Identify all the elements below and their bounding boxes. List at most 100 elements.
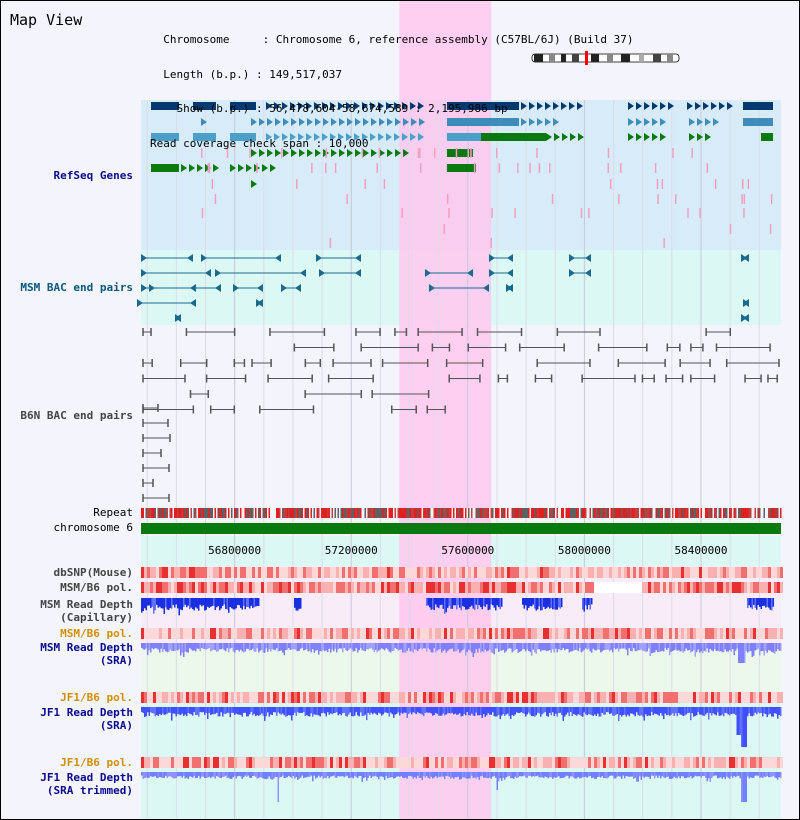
depth-bar	[208, 707, 210, 713]
heat-cell	[468, 628, 471, 639]
track-label-repeat[interactable]: Repeat	[93, 506, 133, 519]
heat-cell	[381, 582, 384, 593]
gene-arrow	[395, 118, 401, 126]
track-label-jf1-b6-pol[interactable]: JF1/B6 pol.	[60, 691, 133, 704]
depth-bar	[321, 772, 323, 777]
repeat-segment	[543, 508, 545, 518]
heat-cell	[669, 692, 672, 703]
depth-bar	[505, 643, 507, 652]
repeat-segment	[631, 508, 633, 518]
track-label-jf1-depth-trimmed-1[interactable]: JF1 Read Depth	[40, 771, 133, 784]
heat-cell	[651, 582, 654, 593]
repeat-segment	[714, 508, 716, 518]
track-label-jf1-depth-sra-1[interactable]: JF1 Read Depth	[40, 706, 133, 719]
heat-cell	[480, 757, 483, 768]
depth-bar	[559, 598, 561, 609]
depth-bar	[543, 707, 545, 714]
depth-bar	[493, 772, 495, 777]
gene-exon-block	[151, 164, 179, 172]
heat-cell	[198, 628, 201, 639]
depth-bar	[756, 707, 758, 715]
depth-bar	[682, 643, 684, 653]
depth-bar	[525, 707, 527, 717]
gene-pink-tick	[609, 179, 612, 189]
heat-cell	[291, 757, 294, 768]
repeat-segment	[742, 508, 744, 518]
track-label-msm-depth-capillary-2[interactable]: (Capillary)	[60, 611, 133, 624]
heat-cell	[615, 567, 618, 578]
depth-bar	[193, 598, 195, 611]
track-label-msm-bac[interactable]: MSM BAC end pairs	[20, 281, 133, 294]
gene-arrow	[529, 102, 535, 110]
depth-bar	[469, 772, 471, 779]
heat-cell	[759, 567, 762, 578]
track-label-msm-depth-sra-1[interactable]: MSM Read Depth	[40, 641, 133, 654]
depth-bar	[297, 707, 299, 713]
heat-cell	[561, 582, 564, 593]
heat-cell	[390, 567, 393, 578]
depth-bar	[144, 598, 146, 609]
bac-end-marker	[425, 269, 431, 277]
depth-bar	[294, 772, 296, 779]
track-label-jf1-depth-trimmed-2[interactable]: (SRA trimmed)	[46, 784, 133, 797]
depth-bar	[483, 598, 485, 606]
track-label-msm-depth-sra-2[interactable]: (SRA)	[99, 654, 133, 667]
depth-bar	[459, 598, 461, 608]
depth-bar	[753, 772, 755, 778]
heat-cell	[450, 692, 453, 703]
track-label-msm-b6-pol-sra[interactable]: MSM/B6 pol.	[60, 627, 133, 640]
heat-cell	[378, 567, 381, 578]
heat-cell	[396, 582, 399, 593]
heat-cell	[768, 628, 771, 639]
depth-bar	[160, 772, 162, 778]
ideogram-band	[639, 54, 644, 62]
heat-cell	[681, 692, 684, 703]
depth-bar	[657, 772, 659, 778]
heat-cell	[375, 628, 378, 639]
gene-pink-tick	[378, 148, 381, 158]
depth-bar	[441, 643, 443, 653]
depth-bar	[403, 772, 405, 779]
depth-bar	[568, 772, 570, 779]
heat-cell	[423, 692, 426, 703]
track-label-jf1-depth-sra-2[interactable]: (SRA)	[99, 719, 133, 732]
repeat-segment	[628, 508, 630, 518]
repeat-segment	[637, 508, 639, 518]
depth-bar	[622, 643, 624, 649]
heat-cell	[402, 567, 405, 578]
heat-cell	[453, 692, 456, 703]
repeat-segment	[643, 508, 645, 518]
depth-bar	[150, 772, 152, 777]
track-label-dbsnp[interactable]: dbSNP(Mouse)	[53, 566, 133, 579]
heat-cell	[552, 567, 555, 578]
depth-bar	[690, 643, 692, 653]
track-label-b6n-bac[interactable]: B6N BAC end pairs	[20, 409, 133, 422]
heat-cell	[630, 628, 633, 639]
heat-cell	[618, 567, 621, 578]
track-label-msm-depth-capillary-1[interactable]: MSM Read Depth	[40, 598, 133, 611]
depth-bar	[471, 598, 473, 606]
depth-bar	[222, 707, 224, 717]
gene-pink-tick	[491, 208, 493, 218]
depth-bar	[519, 707, 521, 714]
depth-bar	[750, 598, 752, 608]
depth-bar	[762, 598, 764, 606]
depth-bar	[409, 707, 411, 713]
depth-bar	[495, 643, 497, 649]
gene-arrow	[370, 133, 376, 141]
heat-cell	[540, 628, 543, 639]
depth-bar	[373, 772, 375, 777]
track-label-refseq[interactable]: RefSeq Genes	[53, 169, 133, 182]
heat-cell	[477, 628, 480, 639]
heat-cell	[339, 567, 342, 578]
track-label-jf1-b6-pol-trimmed[interactable]: JF1/B6 pol.	[60, 756, 133, 769]
track-label-msm-b6-pol[interactable]: MSM/B6 pol.	[60, 581, 133, 594]
depth-bar	[345, 772, 347, 777]
depth-bar	[544, 772, 546, 777]
depth-bar	[502, 772, 504, 778]
depth-bar	[288, 772, 290, 776]
heat-cell	[474, 567, 477, 578]
depth-bar	[675, 707, 677, 714]
track-label-chromosome[interactable]: chromosome 6	[53, 521, 133, 534]
